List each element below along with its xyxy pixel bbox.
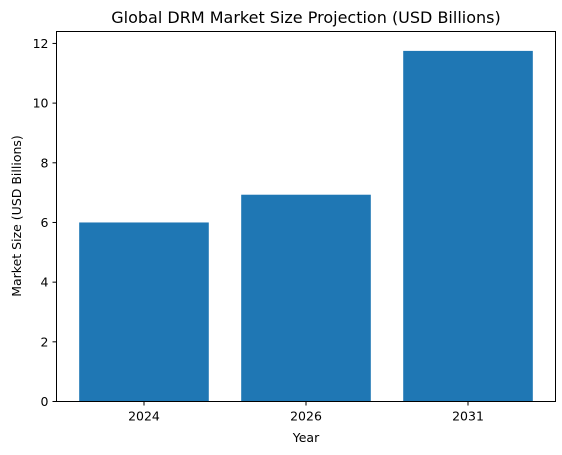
bar-2024 (79, 222, 209, 402)
x-tick-label: 2026 (290, 409, 322, 424)
chart-title: Global DRM Market Size Projection (USD B… (111, 8, 500, 27)
y-tick-label: 0 (41, 394, 49, 409)
bars-group (79, 50, 533, 402)
bar-2031 (403, 50, 533, 402)
bar-2026 (241, 194, 371, 402)
y-tick-label: 6 (41, 215, 49, 230)
x-axis-label: Year (292, 430, 320, 445)
y-tick-label: 10 (33, 96, 49, 111)
x-tick-label: 2024 (128, 409, 160, 424)
x-axis-ticks: 2024 2026 2031 (128, 401, 484, 424)
y-axis-ticks: 0 2 4 6 8 10 12 (33, 36, 57, 409)
y-tick-label: 12 (33, 36, 49, 51)
x-tick-label: 2031 (452, 409, 484, 424)
y-tick-label: 8 (41, 155, 49, 170)
y-tick-label: 2 (41, 334, 49, 349)
y-tick-label: 4 (41, 275, 49, 290)
y-axis-label: Market Size (USD Billions) (9, 135, 24, 297)
plot-frame (56, 31, 556, 402)
